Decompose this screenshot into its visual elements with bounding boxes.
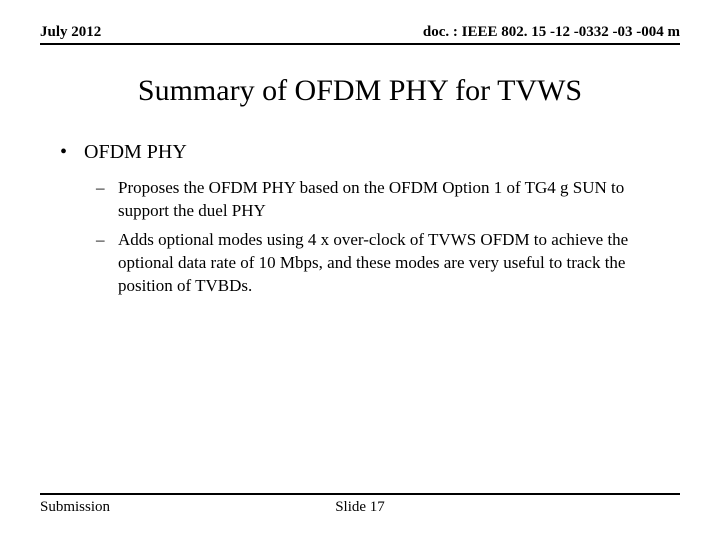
bullet-text: OFDM PHY (84, 140, 187, 164)
header-date: July 2012 (40, 24, 101, 41)
page-title: Summary of OFDM PHY for TVWS (0, 74, 720, 108)
list-item: – Proposes the OFDM PHY based on the OFD… (96, 176, 660, 222)
bullet-icon: • (60, 140, 84, 164)
footer-left: Submission (40, 499, 110, 516)
content-area: • OFDM PHY – Proposes the OFDM PHY based… (60, 140, 660, 303)
bullet-text: Proposes the OFDM PHY based on the OFDM … (118, 176, 660, 222)
list-item: • OFDM PHY (60, 140, 660, 164)
footer-slide-number: Slide 17 (335, 499, 385, 516)
header-bar: July 2012 doc. : IEEE 802. 15 -12 -0332 … (40, 24, 680, 45)
bullet-text: Adds optional modes using 4 x over-clock… (118, 228, 660, 297)
header-doc-id: doc. : IEEE 802. 15 -12 -0332 -03 -004 m (423, 24, 680, 41)
dash-icon: – (96, 228, 118, 251)
footer-bar: Submission Slide 17 (40, 493, 680, 516)
list-item: – Adds optional modes using 4 x over-clo… (96, 228, 660, 297)
dash-icon: – (96, 176, 118, 199)
